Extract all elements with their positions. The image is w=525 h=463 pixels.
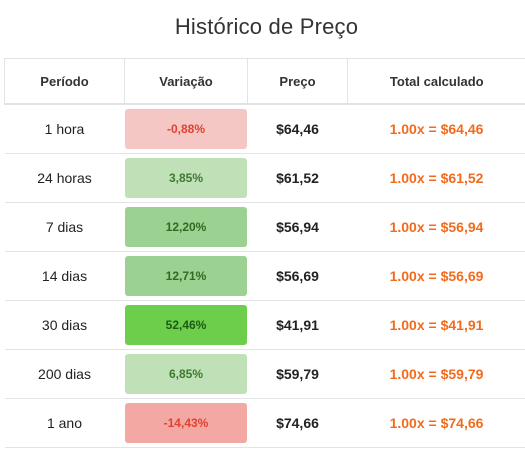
table-row: 14 dias 12,71% $56,69 1.00x = $56,69 (4, 251, 525, 301)
price-cell: $61,52 (247, 153, 348, 203)
page-title: Histórico de Preço (174, 14, 359, 39)
period-cell: 1 hora (4, 104, 125, 154)
variation-badge: 3,85% (125, 158, 247, 198)
variation-badge: -0,88% (125, 109, 247, 149)
period-cell: 1 ano (4, 398, 125, 448)
period-cell: 200 dias (4, 349, 125, 399)
price-cell: $74,66 (247, 398, 348, 448)
column-header-total: Total calculado (347, 58, 525, 105)
price-cell: $64,46 (247, 104, 348, 154)
table-row: 24 horas 3,85% $61,52 1.00x = $61,52 (4, 153, 525, 203)
table-row: 30 dias 52,46% $41,91 1.00x = $41,91 (4, 300, 525, 350)
table-row: 200 dias 6,85% $59,79 1.00x = $59,79 (4, 349, 525, 399)
table-header-row: Período Variação Preço Total calculado (4, 58, 525, 105)
price-history-table: Período Variação Preço Total calculado 1… (4, 58, 525, 448)
variation-cell: 12,71% (124, 251, 248, 301)
variation-cell: 12,20% (124, 202, 248, 252)
column-header-periodo: Período (4, 58, 125, 105)
total-cell: 1.00x = $56,94 (347, 202, 525, 252)
variation-cell: 3,85% (124, 153, 248, 203)
price-cell: $56,94 (247, 202, 348, 252)
price-cell: $59,79 (247, 349, 348, 399)
total-cell: 1.00x = $61,52 (347, 153, 525, 203)
period-cell: 14 dias (4, 251, 125, 301)
variation-cell: 52,46% (124, 300, 248, 350)
variation-badge: 12,71% (125, 256, 247, 296)
period-cell: 24 horas (4, 153, 125, 203)
variation-cell: -0,88% (124, 104, 248, 154)
variation-badge: 52,46% (125, 305, 247, 345)
table-row: 1 ano -14,43% $74,66 1.00x = $74,66 (4, 398, 525, 448)
table-row: 1 hora -0,88% $64,46 1.00x = $64,46 (4, 104, 525, 154)
period-cell: 7 dias (4, 202, 125, 252)
price-history-table-container: Período Variação Preço Total calculado 1… (4, 58, 525, 448)
table-row: 7 dias 12,20% $56,94 1.00x = $56,94 (4, 202, 525, 252)
variation-cell: -14,43% (124, 398, 248, 448)
period-cell: 30 dias (4, 300, 125, 350)
total-cell: 1.00x = $64,46 (347, 104, 525, 154)
column-header-preco: Preço (247, 58, 348, 105)
total-cell: 1.00x = $74,66 (347, 398, 525, 448)
total-cell: 1.00x = $41,91 (347, 300, 525, 350)
price-cell: $56,69 (247, 251, 348, 301)
column-header-variacao: Variação (124, 58, 248, 105)
variation-badge: -14,43% (125, 403, 247, 443)
total-cell: 1.00x = $56,69 (347, 251, 525, 301)
variation-badge: 12,20% (125, 207, 247, 247)
total-cell: 1.00x = $59,79 (347, 349, 525, 399)
variation-cell: 6,85% (124, 349, 248, 399)
variation-badge: 6,85% (125, 354, 247, 394)
price-cell: $41,91 (247, 300, 348, 350)
